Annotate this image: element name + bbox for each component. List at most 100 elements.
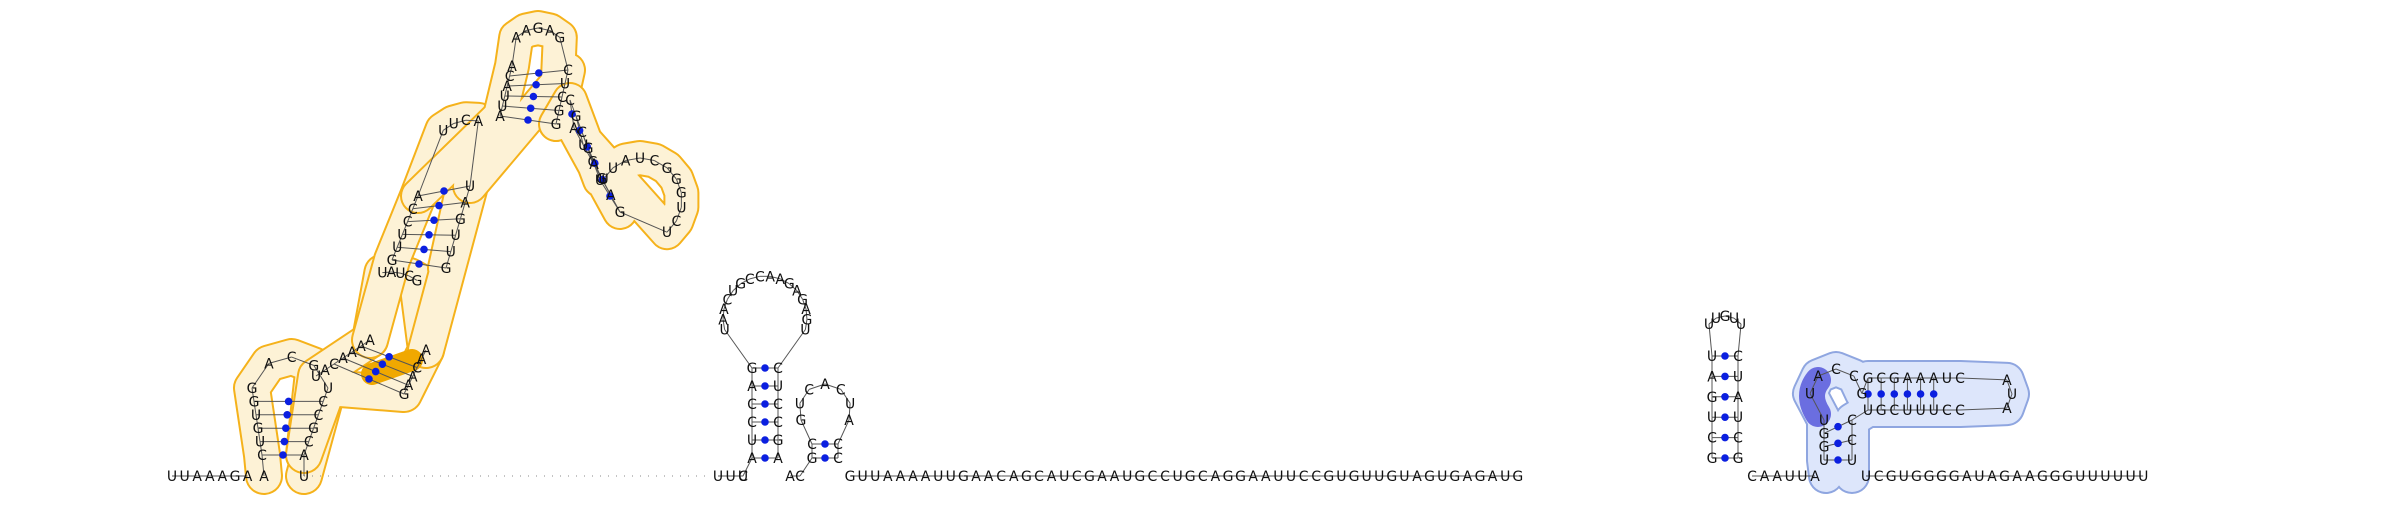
leader-nucleotide: A xyxy=(243,469,253,485)
backbone-link xyxy=(416,358,423,368)
base-pair-dot xyxy=(761,454,769,462)
domain-big-h2-nucleotide: A xyxy=(413,189,423,205)
linker-nucleotide: A xyxy=(1110,469,1120,485)
hairpin1-nucleotide: U xyxy=(800,322,810,338)
hairpin2-nucleotide: U xyxy=(795,396,805,412)
domain-big-h2-nucleotide: U xyxy=(446,245,456,261)
backbone-link xyxy=(407,208,414,222)
domain-small-nucleotide: U xyxy=(1902,403,1912,419)
linker-nucleotide: A xyxy=(1248,469,1258,485)
domain-big-h2-nucleotide: C xyxy=(461,113,471,129)
linker-nucleotide: A xyxy=(883,469,893,485)
base-pair-dot xyxy=(1890,390,1899,398)
backbone-link xyxy=(412,367,418,377)
backbone-link xyxy=(342,351,353,359)
backbone-link xyxy=(742,457,753,477)
backbone-link xyxy=(558,96,563,111)
base-pair-dot xyxy=(583,143,591,151)
backbone-link xyxy=(455,218,461,236)
backbone-link xyxy=(848,403,851,420)
base-pair-dot xyxy=(420,245,428,254)
backbone-link xyxy=(315,369,326,377)
domain-small-nucleotide: C xyxy=(1849,369,1859,385)
domain-small-nucleotide: G xyxy=(1857,386,1868,402)
tail-nucleotide: U xyxy=(2100,469,2110,485)
linker-nucleotide: G xyxy=(1323,469,1334,485)
hairpin3-nucleotide: G xyxy=(1720,309,1731,325)
linker-nucleotide: U xyxy=(1122,469,1132,485)
backbone-link xyxy=(303,441,310,456)
backbone-link xyxy=(469,120,479,187)
base-pair-dot xyxy=(415,260,423,268)
hairpin1-nucleotide: G xyxy=(784,277,795,293)
domain-big-il-nucleotide: U xyxy=(395,266,405,282)
hairpin1-nucleotide: U xyxy=(773,379,783,395)
hairpin3-nucleotide: U xyxy=(1711,311,1721,327)
domain-small-nucleotide: C xyxy=(1847,433,1857,449)
hairpin2-nucleotide: G xyxy=(807,451,818,467)
linker-nucleotide: A xyxy=(1463,469,1473,485)
base-pair-dot xyxy=(529,92,538,101)
linker-nucleotide: C xyxy=(1148,469,1158,485)
hairpin1-nucleotide: A xyxy=(719,302,729,318)
backbone-link xyxy=(453,119,466,124)
hairpin1-nucleotide: C xyxy=(723,292,733,308)
domain-big-h3-nucleotide: A xyxy=(545,23,555,39)
hairpin3-nucleotide: U xyxy=(1733,410,1743,426)
backbone-link xyxy=(408,275,418,281)
backbone-link xyxy=(796,290,804,300)
domain-small-nucleotide: U xyxy=(1915,403,1925,419)
domain-big-h2-nucleotide: U xyxy=(438,123,448,139)
linker-nucleotide: U xyxy=(1374,469,1384,485)
mid-nucleotide: A xyxy=(1760,469,1770,485)
hairpin2-nucleotide: C xyxy=(807,437,817,453)
backbone-link xyxy=(526,27,539,31)
base-pair-dot xyxy=(761,418,769,426)
base-pair-dot xyxy=(591,159,599,167)
backbone-link xyxy=(666,167,677,180)
backbone-link xyxy=(802,299,807,310)
linker-nucleotide: G xyxy=(1449,469,1460,485)
hairpin1-nucleotide: C xyxy=(747,397,757,413)
domain-big-h1-nucleotide: A xyxy=(299,448,309,464)
backbone-link xyxy=(442,123,455,131)
base-pairs-layer xyxy=(279,69,1938,464)
base-pair-dot xyxy=(430,216,438,224)
backbone-link xyxy=(1708,324,1713,357)
domain-big-il-nucleotide: A xyxy=(408,369,418,385)
domain-big-il-nucleotide: A xyxy=(356,339,366,355)
backbone-link xyxy=(391,247,398,261)
backbone-link xyxy=(450,235,457,252)
tail-nucleotide: A xyxy=(2012,469,2022,485)
domain-small-nucleotide: U xyxy=(1847,453,1857,469)
domain-big-h1-nucleotide: G xyxy=(247,381,258,397)
backbone-link xyxy=(1817,368,1837,377)
backbone-link xyxy=(549,30,561,38)
backbone-link xyxy=(619,211,668,233)
backbone-link xyxy=(809,383,826,390)
domain-big-il-nucleotide: A xyxy=(404,378,414,394)
mid-nucleotide: U xyxy=(1797,469,1807,485)
linker-nucleotide: A xyxy=(984,469,994,485)
domain-big-h1-nucleotide: U xyxy=(323,381,333,397)
domain-big-h1-nucleotide: G xyxy=(308,421,319,437)
base-pair-dot xyxy=(1721,454,1729,462)
hairpin2-nucleotide: C xyxy=(804,382,814,398)
base-pair-dot xyxy=(535,69,543,77)
backbone-link xyxy=(255,414,259,429)
domain-big-h3-nucleotide: G xyxy=(551,117,562,133)
hairpin1-nucleotide: C xyxy=(773,397,783,413)
domain-big-h4-nucleotide: U xyxy=(635,151,645,167)
linker-nucleotide: G xyxy=(1185,469,1196,485)
tail-nucleotide: G xyxy=(1949,469,1960,485)
backbone-link xyxy=(509,65,513,77)
backbone-link xyxy=(732,283,742,292)
domain-big-h4-nucleotide: A xyxy=(621,154,631,170)
backbone-link xyxy=(799,389,810,404)
mid-nucleotide: U xyxy=(1785,469,1795,485)
hairpin1-nucleotide: A xyxy=(747,379,757,395)
domain-big-il-nucleotide: C xyxy=(329,357,339,373)
domain-big-h2-nucleotide: U xyxy=(450,228,460,244)
linker-nucleotide: U xyxy=(1059,469,1069,485)
backbone-link xyxy=(253,401,257,415)
